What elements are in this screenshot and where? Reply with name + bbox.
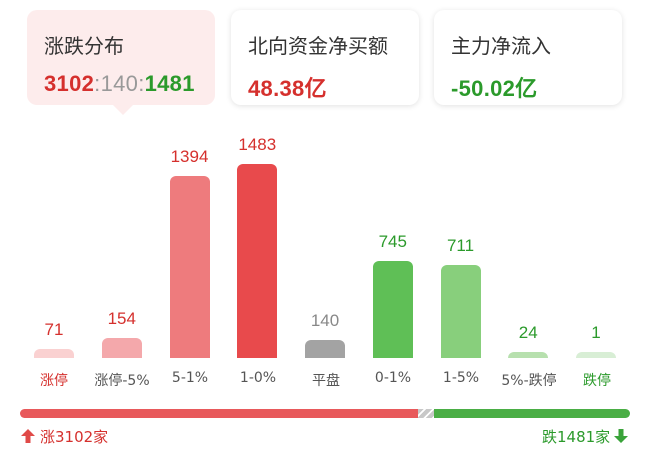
up-flat-down-ratio: 3102:140:1481 — [44, 71, 215, 97]
up-total-text: 涨3102家 — [40, 428, 109, 446]
down-count: 1481 — [144, 71, 195, 96]
bar-value-label: 1483 — [238, 135, 277, 154]
label-limit-down: 跌停 — [583, 373, 611, 389]
label-5-limit-down: 5%-跌停 — [501, 373, 557, 389]
card-main-net-inflow[interactable]: 主力净流入 -50.02亿 — [434, 10, 622, 105]
active-card-pointer — [113, 105, 133, 115]
bar-value-label: 154 — [107, 309, 136, 328]
arrow-up-icon — [21, 429, 35, 443]
card-title: 北向资金净买额 — [248, 34, 388, 58]
label-limit-up: 涨停 — [40, 373, 68, 389]
label-1-5: 1-5% — [442, 370, 480, 386]
label-0-1: 0-1% — [374, 370, 412, 386]
bar-value-label: 745 — [378, 232, 407, 251]
arrow-down-icon — [614, 429, 628, 443]
progress-down-segment — [434, 409, 630, 418]
bar-value-label: 71 — [44, 320, 64, 339]
card-title: 主力净流入 — [451, 34, 551, 58]
down-total-text: 跌1481家 — [542, 428, 611, 446]
card-northbound-net-buy[interactable]: 北向资金净买额 48.38亿 — [231, 10, 419, 105]
label-limit-up-5: 涨停-5% — [94, 373, 150, 389]
bar-value-label: 1394 — [170, 147, 209, 166]
up-count: 3102 — [44, 71, 95, 96]
bar-value-label: 711 — [446, 236, 475, 255]
bar-value-label: 1 — [591, 323, 601, 342]
bar-6 — [440, 265, 481, 358]
card-title: 涨跌分布 — [44, 34, 124, 58]
bar-1 — [101, 338, 142, 358]
card-value: 48.38亿 — [248, 76, 327, 101]
progress-up-segment — [20, 409, 418, 418]
bar-7 — [508, 352, 549, 358]
label-5-1: 5-1% — [171, 370, 209, 386]
flat-count: 140 — [100, 71, 139, 96]
bar-0 — [34, 349, 74, 358]
card-up-down-distribution[interactable]: 涨跌分布 3102:140:1481 — [27, 10, 215, 105]
bar-value-label: 24 — [518, 323, 538, 342]
label-flat: 平盘 — [312, 373, 340, 389]
bar-8 — [576, 352, 616, 358]
bar-4 — [305, 340, 345, 358]
card-value: -50.02亿 — [451, 76, 538, 101]
separator: : — [94, 71, 101, 96]
progress-flat-segment — [418, 409, 434, 418]
bar-3 — [237, 164, 278, 358]
bar-value-label: 140 — [310, 311, 340, 330]
bar-5 — [372, 261, 413, 358]
separator: : — [138, 71, 145, 96]
label-1-0: 1-0% — [239, 370, 277, 386]
bar-2 — [169, 176, 210, 358]
